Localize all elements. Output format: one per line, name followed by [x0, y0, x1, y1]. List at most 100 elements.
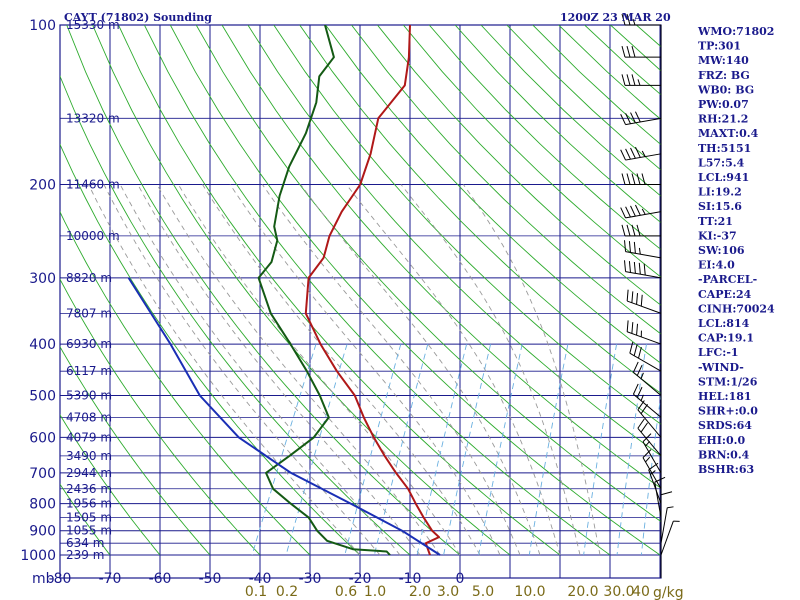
- wind-barb: [624, 240, 662, 259]
- dewpoint-profile: [257, 25, 391, 556]
- sounding-index: MAXT:0.4: [698, 127, 759, 140]
- moist-adiabat-line: [103, 184, 381, 556]
- sounding-index: FRZ: BG: [698, 69, 750, 82]
- sounding-index: CINH:70024: [698, 302, 775, 315]
- mixing-ratio-line: [251, 343, 317, 556]
- height-label: 4079 m: [66, 430, 112, 444]
- sounding-index: PW:0.07: [698, 98, 749, 111]
- dry-adiabat-line: [351, 25, 661, 335]
- sounding-index: CAPE:24: [698, 288, 752, 301]
- pressure-tick-label: 1000: [20, 548, 56, 564]
- wind-barb: [621, 224, 661, 237]
- mixing-ratio-line: [285, 343, 348, 556]
- moist-adiabat-line: [346, 184, 561, 556]
- wind-barb: [621, 13, 661, 26]
- dry-adiabat-line: [377, 25, 661, 306]
- sounding-index: SI:15.6: [698, 200, 742, 213]
- sounding-index: SHR+:0.0: [698, 405, 758, 418]
- sounding-index: LCL:941: [698, 171, 749, 184]
- moist-adiabat-line: [463, 184, 601, 556]
- dry-adiabat-line: [60, 143, 361, 556]
- height-label: 239 m: [66, 548, 104, 562]
- mixing-ratio-label: 40: [632, 584, 650, 600]
- dry-adiabat-line: [60, 210, 311, 556]
- sounding-index: SRDS:64: [698, 419, 752, 432]
- pressure-tick-label: 600: [29, 430, 56, 446]
- pressure-tick-label: 700: [29, 466, 56, 482]
- mixing-ratio-label: 0.1: [245, 584, 267, 600]
- pressure-tick-label: 800: [29, 497, 56, 513]
- dry-adiabat-line: [118, 25, 561, 556]
- wind-barb: [642, 433, 662, 474]
- mixing-ratio-label: 0.6: [335, 584, 357, 600]
- mixing-ratio-line: [443, 343, 492, 556]
- dry-adiabat-line: [195, 25, 661, 523]
- dry-adiabat-line: [60, 345, 211, 556]
- mixing-ratio-label: 10.0: [514, 584, 545, 600]
- sounding-index: TH:5151: [698, 142, 751, 155]
- temperature-tick-label: -30: [299, 571, 322, 587]
- moist-adiabat-line: [178, 184, 461, 556]
- dry-adiabat-line: [169, 25, 661, 556]
- sounding-index: BSHR:63: [698, 463, 754, 476]
- sounding-profiles: [127, 25, 441, 556]
- dry-adiabat-line: [402, 25, 661, 278]
- wind-barb: [632, 383, 662, 418]
- temperature-tick-label: -50: [199, 571, 222, 587]
- wind-barb: [654, 476, 666, 518]
- wind-barb: [637, 400, 662, 438]
- wind-barb: [621, 173, 661, 186]
- mixing-ratio-label: 2.0: [409, 584, 431, 600]
- wind-barbs: [620, 13, 680, 578]
- wind-barb: [632, 361, 662, 396]
- moist-adiabat-line: [156, 184, 441, 556]
- sounding-index: STM:1/26: [698, 375, 758, 388]
- mixing-ratio-line: [373, 343, 429, 556]
- dry-adiabat-line: [92, 25, 511, 556]
- pressure-tick-label: 400: [29, 337, 56, 353]
- height-label: 7807 m: [66, 306, 112, 320]
- sounding-index: RH:21.2: [698, 113, 748, 126]
- pressure-tick-label: 900: [29, 524, 56, 540]
- station-title: CAYT (71802) Sounding: [64, 11, 212, 24]
- sounding-index: LCL:814: [698, 317, 750, 330]
- wind-barb: [620, 146, 662, 161]
- sounding-index: EI:4.0: [698, 259, 735, 272]
- wind-barb: [660, 506, 674, 544]
- height-label: 2944 m: [66, 466, 112, 480]
- wind-barb: [629, 342, 662, 372]
- dry-adiabat-line: [221, 25, 661, 489]
- dry-adiabat-line: [273, 25, 661, 425]
- height-label: 11460 m: [66, 178, 120, 192]
- pressure-tick-label: 300: [29, 271, 56, 287]
- mixing-ratio-line: [528, 344, 569, 556]
- pressure-temperature-grid: [59, 24, 662, 579]
- pressure-tick-label: 500: [29, 388, 56, 404]
- moist-adiabat-line: [400, 184, 581, 556]
- sounding-index: CAP:19.1: [698, 332, 754, 345]
- mixing-ratio-label: 1.0: [364, 584, 386, 600]
- height-label: 4708 m: [66, 410, 112, 424]
- dry-adiabat-line: [143, 25, 611, 556]
- dry-adiabat-line: [299, 25, 661, 395]
- wind-barb: [624, 260, 662, 279]
- sounding-index: LFC:-1: [698, 346, 739, 359]
- parcel-trace: [127, 277, 441, 556]
- sounding-index: -PARCEL-: [698, 273, 757, 286]
- wind-barb: [626, 289, 662, 314]
- mixing-ratio-label: 0.2: [276, 584, 298, 600]
- dry-adiabat-line: [325, 25, 661, 364]
- wind-barb: [620, 111, 662, 126]
- sounding-index: WB0: BG: [697, 83, 754, 96]
- mixing-ratio-line: [416, 343, 468, 556]
- dry-adiabat-line: [60, 414, 161, 556]
- mixing-ratio-label: 30.0: [603, 584, 634, 600]
- height-label: 1055 m: [66, 524, 112, 538]
- height-label: 5390 m: [66, 388, 112, 402]
- temperature-tick-label: -20: [349, 571, 372, 587]
- mixing-ratio-line: [478, 344, 523, 556]
- height-label: 15330 m: [66, 18, 120, 32]
- wind-barb: [621, 74, 661, 86]
- mixing-ratio-line: [583, 344, 618, 556]
